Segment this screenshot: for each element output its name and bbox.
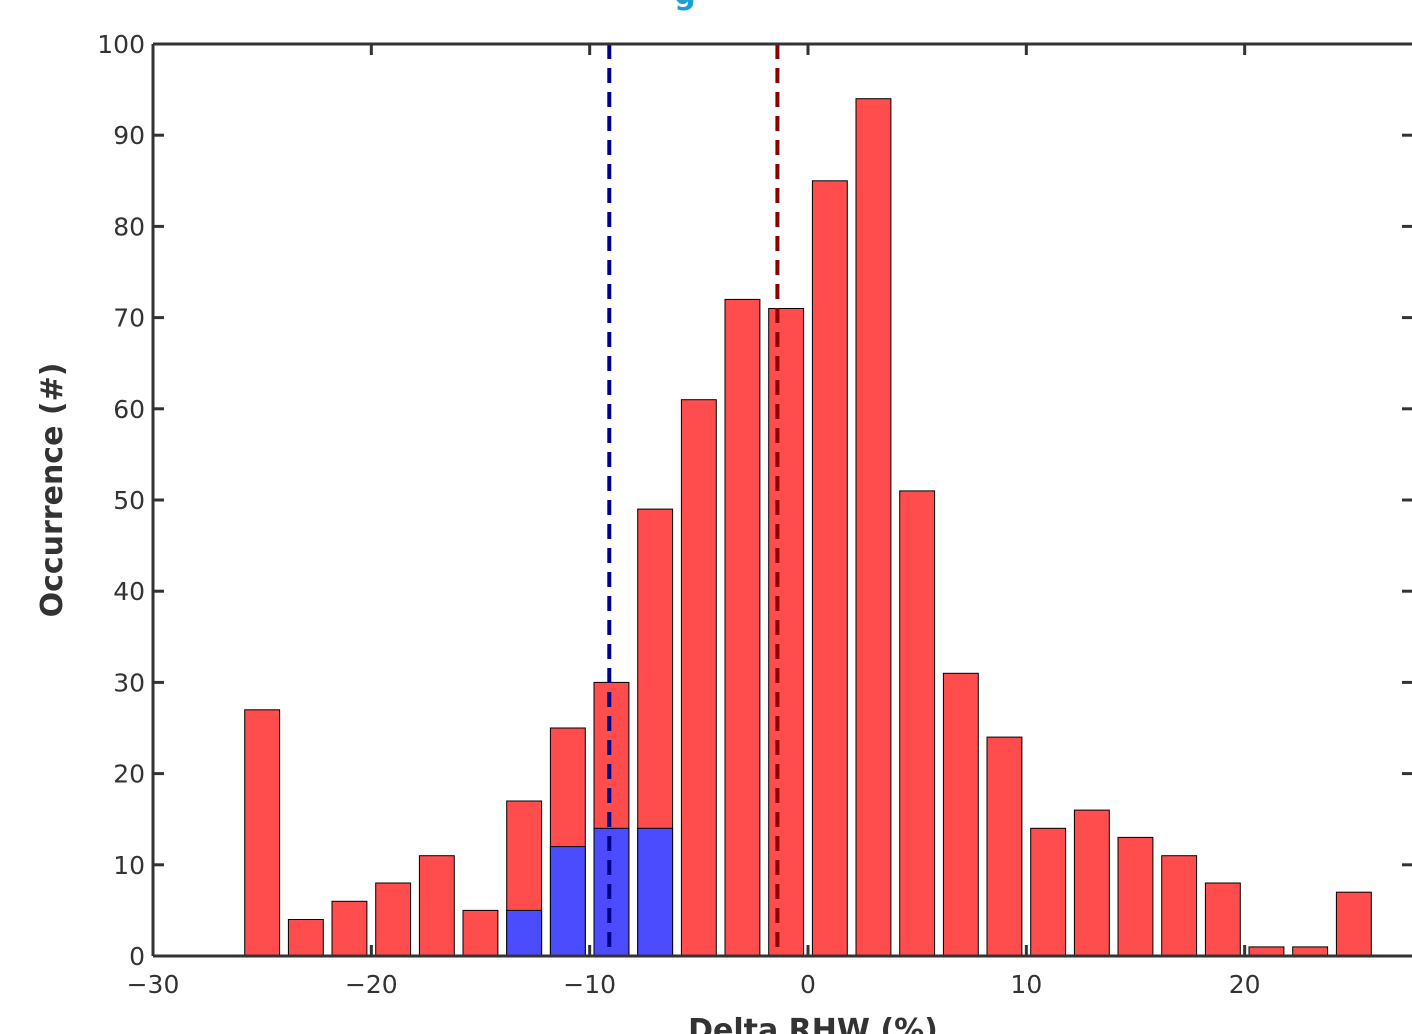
y-tick-label: 10	[113, 851, 145, 880]
red-bar-4	[418, 855, 455, 957]
x-tick-label: 20	[1229, 970, 1261, 999]
x-tick-label: −10	[563, 970, 616, 999]
red-bar-series	[244, 98, 1372, 957]
red-bar-19	[1073, 809, 1110, 957]
y-tick-label: 60	[113, 395, 145, 424]
red-bar-22	[1204, 882, 1241, 957]
y-tick-label: 90	[113, 121, 145, 150]
blue-bar-7	[549, 846, 586, 957]
y-tick-label: 50	[113, 486, 145, 515]
red-bar-21	[1161, 855, 1198, 957]
y-tick-label: 100	[97, 30, 145, 59]
axes	[151, 42, 1412, 958]
reference-lines	[607, 44, 780, 956]
x-tick-label: −30	[127, 970, 180, 999]
x-axis-label: Delta RHW (%)	[688, 1013, 938, 1034]
red-bar-2	[331, 900, 368, 957]
blue-bar-9	[637, 827, 674, 957]
red-bar-25	[1335, 891, 1372, 957]
x-tick-label: 0	[800, 970, 816, 999]
y-tick-label: 70	[113, 304, 145, 333]
red-bar-14	[855, 98, 892, 957]
y-tick-labels: 0 10 20 30 40 50 60 70 80 90 100	[97, 30, 145, 971]
blue-bar-8	[593, 827, 630, 957]
x-tick-label: −20	[345, 970, 398, 999]
y-tick-label: 80	[113, 212, 145, 241]
red-bar-11	[724, 298, 761, 957]
red-bar-0	[244, 709, 281, 957]
chart-title-cutoff: g	[674, 0, 695, 12]
y-tick-label: 20	[113, 760, 145, 789]
y-tick-label: 40	[113, 577, 145, 606]
red-bar-17	[986, 736, 1023, 957]
blue-bar-6	[506, 909, 543, 957]
y-tick-label: 0	[129, 942, 145, 971]
x-tick-labels: −30−20−10010203	[127, 970, 1261, 999]
red-bar-12	[768, 308, 805, 957]
red-bar-13	[811, 180, 848, 957]
red-bar-20	[1117, 836, 1154, 957]
x-tick-label: 10	[1010, 970, 1042, 999]
red-bar-16	[942, 672, 979, 957]
red-bar-18	[1030, 827, 1067, 957]
y-tick-label: 30	[113, 668, 145, 697]
red-bar-5	[462, 909, 499, 957]
y-axis-label: Occurrence (#)	[35, 363, 70, 618]
red-bar-3	[375, 882, 412, 957]
red-bar-1	[287, 919, 324, 957]
red-bar-15	[899, 490, 936, 957]
red-bar-10	[680, 399, 717, 957]
